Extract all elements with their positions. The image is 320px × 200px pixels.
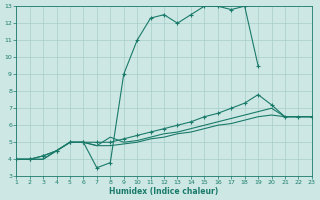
X-axis label: Humidex (Indice chaleur): Humidex (Indice chaleur) — [109, 187, 219, 196]
